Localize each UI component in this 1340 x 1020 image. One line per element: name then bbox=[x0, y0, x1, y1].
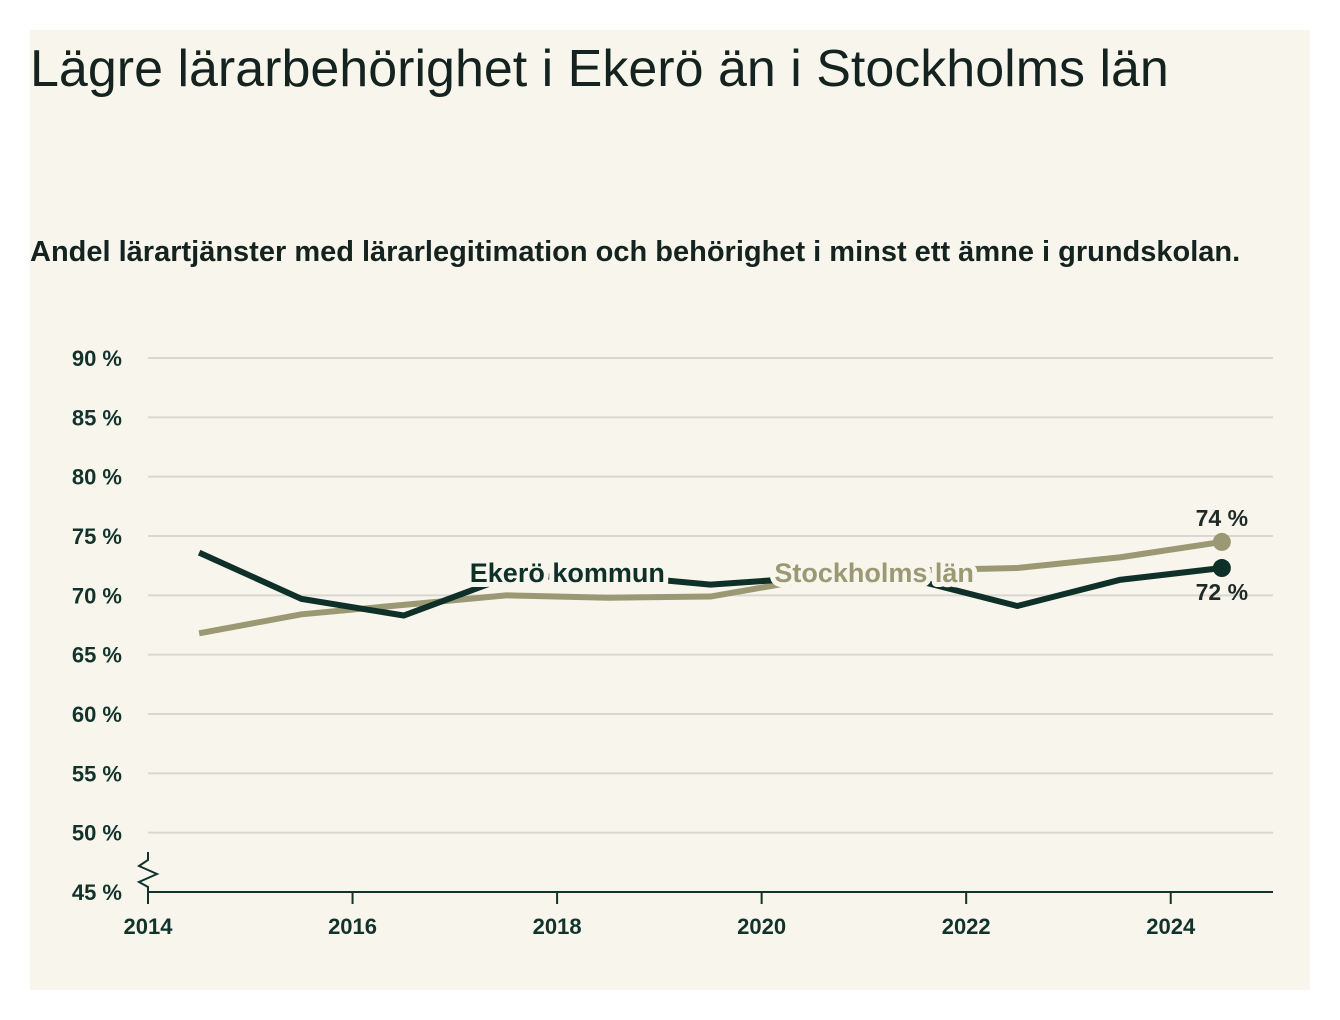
series-labels: Ekerö kommun Stockholms län 72 % 74 % bbox=[465, 505, 1248, 605]
y-tick-label: 90 % bbox=[72, 346, 122, 371]
y-tick-label: 50 % bbox=[72, 821, 122, 846]
x-tick-label: 2024 bbox=[1146, 914, 1196, 939]
y-tick-label: 55 % bbox=[72, 761, 122, 786]
y-tick-label: 60 % bbox=[72, 702, 122, 727]
y-tick-label: 80 % bbox=[72, 465, 122, 490]
x-tick-label: 2014 bbox=[124, 914, 174, 939]
end-value-label: 72 % bbox=[1196, 579, 1248, 605]
axis-break-symbol bbox=[136, 852, 160, 892]
x-axis: 2014 2016 2018 2020 2022 2024 bbox=[124, 852, 1273, 939]
x-tick-label: 2016 bbox=[328, 914, 377, 939]
chart-panel bbox=[30, 30, 1310, 990]
series-line-0 bbox=[197, 549, 1223, 619]
chart-subtitle: Andel lärartjänster med lärarlegitimatio… bbox=[30, 236, 1241, 268]
series-lines bbox=[197, 532, 1231, 637]
x-tick-label: 2020 bbox=[737, 914, 786, 939]
end-value-label: 74 % bbox=[1196, 505, 1248, 531]
y-tick-label: 45 % bbox=[72, 880, 122, 905]
y-tick-label: 75 % bbox=[72, 524, 122, 549]
series-end-point bbox=[1212, 532, 1231, 551]
y-tick-label: 65 % bbox=[72, 643, 122, 668]
y-tick-label: 70 % bbox=[72, 583, 122, 608]
x-tick-label: 2022 bbox=[942, 914, 991, 939]
chart-title: Lägre lärarbehörighet i Ekerö än i Stock… bbox=[30, 40, 1169, 98]
y-axis-ticks: 45 % 50 % 55 % 60 % 65 % 70 % 75 % 80 % 85 % 90 % bbox=[72, 346, 122, 905]
y-tick-label: 85 % bbox=[72, 405, 122, 430]
series-label: Ekerö kommun bbox=[470, 558, 665, 588]
series-label: Stockholms län bbox=[774, 558, 974, 588]
series-end-point bbox=[1212, 559, 1231, 578]
x-tick-label: 2018 bbox=[533, 914, 582, 939]
